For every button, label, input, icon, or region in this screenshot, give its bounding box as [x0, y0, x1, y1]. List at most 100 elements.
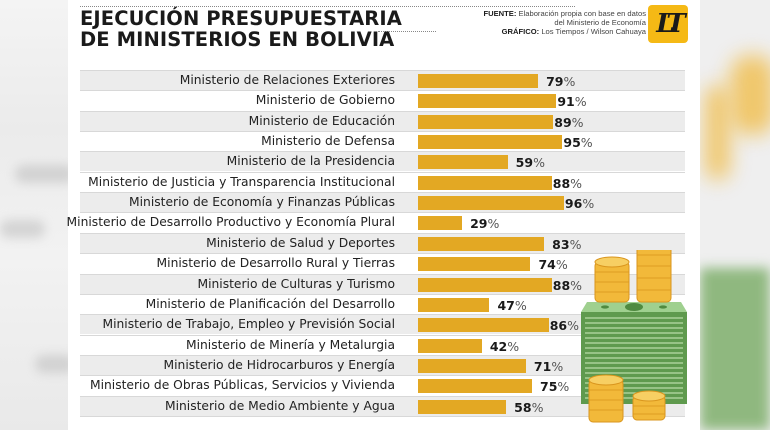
value-label: 58% [514, 397, 543, 417]
chart-row: Ministerio de Defensa 95% [80, 131, 685, 152]
value-label: 42% [490, 336, 519, 356]
category-label: Ministerio de Obras Públicas, Servicios … [89, 378, 395, 393]
value-unit: % [570, 277, 583, 293]
value-label: 95% [563, 132, 592, 152]
value-number: 79 [546, 74, 564, 89]
blurred-coins [730, 55, 770, 135]
value-unit: % [563, 74, 576, 89]
chart-row: Ministerio de Desarrollo Rural y Tierras… [80, 253, 685, 274]
value-label: 59% [516, 152, 545, 172]
title-line-1: EJECUCIÓN PRESUPUESTARIA [80, 7, 402, 30]
chart-row: Ministerio de Economía y Finanzas Públic… [80, 192, 685, 213]
chart-row: Ministerio de Obras Públicas, Servicios … [80, 375, 685, 396]
bar [418, 135, 563, 150]
graphic-line: GRÁFICO: Los Tiempos / Wilson Cahuaya [483, 27, 646, 36]
source-text-2: del Ministerio de Economía [554, 18, 646, 27]
chart-row: Ministerio de Educación 89% [80, 110, 685, 132]
bar [418, 297, 490, 312]
value-unit: % [507, 338, 520, 354]
blurred-background-left [0, 0, 75, 430]
chart-row: Ministerio de Minería y Metalurgia 42% [80, 334, 685, 356]
category-label: Ministerio de Hidrocarburos y Energía [163, 357, 395, 372]
chart-row: Ministerio de Desarrollo Productivo y Ec… [67, 212, 685, 233]
bar [418, 338, 482, 353]
background-smudge [35, 355, 75, 373]
chart-row: Ministerio de Salud y Deportes 83% [80, 232, 685, 254]
bar [418, 114, 554, 129]
value-number: 95 [563, 135, 581, 151]
blurred-cash [700, 268, 770, 430]
category-label: Ministerio de Desarrollo Rural y Tierras [156, 256, 395, 271]
value-unit: % [569, 236, 582, 252]
chart-row: Ministerio de Hidrocarburos y Energía 71% [80, 354, 685, 376]
category-label: Ministerio de Desarrollo Productivo y Ec… [66, 215, 395, 230]
coin-edges [589, 254, 671, 415]
category-label: Ministerio de Culturas y Turismo [197, 276, 395, 291]
bar [418, 399, 507, 414]
value-number: 88 [552, 277, 571, 293]
value-unit: % [487, 216, 500, 232]
bar [418, 155, 508, 170]
value-unit: % [514, 297, 527, 313]
category-label: Ministerio de Planificación del Desarrol… [145, 296, 395, 311]
value-number: 58 [514, 399, 532, 415]
category-label: Ministerio de Justicia y Transparencia I… [88, 174, 395, 189]
value-unit: % [570, 175, 583, 191]
source-line: FUENTE: Elaboración propia con base en d… [483, 9, 646, 18]
value-unit: % [571, 114, 584, 130]
bar [418, 74, 539, 88]
blurred-background-right [700, 0, 770, 430]
category-label: Ministerio de Economía y Finanzas Públic… [129, 195, 395, 210]
value-label: 29% [470, 213, 499, 233]
value-label: 88% [553, 173, 582, 193]
value-label: 47% [497, 295, 526, 315]
value-unit: % [531, 399, 544, 415]
graphic-label: GRÁFICO: [501, 27, 540, 36]
value-label: 89% [554, 112, 583, 132]
value-number: 29 [470, 216, 488, 232]
value-number: 71 [533, 358, 552, 374]
blurred-coins [705, 85, 730, 180]
category-label: Ministerio de Trabajo, Empleo y Previsió… [102, 317, 395, 332]
chart-baseline [80, 415, 685, 417]
value-label: 71% [534, 356, 563, 376]
chart-row: Ministerio de Planificación del Desarrol… [80, 293, 685, 315]
value-number: 47 [497, 297, 515, 313]
chart-row: Ministerio de Medio Ambiente y Agua 58% [80, 395, 685, 417]
value-number: 59 [515, 155, 534, 171]
value-number: 42 [489, 338, 508, 354]
value-unit: % [551, 358, 564, 374]
bar-chart: Ministerio de Relaciones Exteriores 79% Mi… [67, 0, 700, 430]
value-number: 83 [552, 236, 570, 252]
value-label: 74% [538, 254, 567, 274]
los-tiempos-logo: LT [648, 5, 688, 43]
value-label: 88% [553, 275, 582, 295]
background-smudge [0, 220, 45, 238]
bar [418, 216, 463, 231]
bar [418, 94, 557, 109]
category-label: Ministerio de Minería y Metalurgia [185, 337, 395, 352]
value-number: 88 [552, 175, 571, 191]
category-label: Ministerio de Relaciones Exteriores [179, 73, 395, 87]
value-unit: % [582, 196, 595, 212]
source-text: Elaboración propia con base en datos [518, 9, 647, 18]
value-number: 74 [538, 257, 556, 273]
value-label: 79% [546, 71, 575, 91]
category-label: Ministerio de Defensa [261, 134, 395, 149]
value-label: 83% [552, 234, 581, 254]
value-number: 75 [540, 379, 558, 395]
dotted-rule [378, 31, 436, 32]
chart-row: Ministerio de Culturas y Turismo 88% [80, 273, 685, 295]
graphic-text: Los Tiempos / Wilson Cahuaya [541, 27, 646, 36]
infographic-card: EJECUCIÓN PRESUPUESTARIA DE MINISTERIOS … [67, 0, 700, 430]
chart-title: EJECUCIÓN PRESUPUESTARIA DE MINISTERIOS … [80, 8, 402, 50]
category-label: Ministerio de Gobierno [255, 93, 395, 108]
value-number: 91 [557, 94, 575, 110]
value-label: 96% [565, 193, 594, 213]
value-unit: % [557, 379, 570, 395]
dotted-rule [80, 6, 575, 7]
category-label: Ministerio de Salud y Deportes [206, 235, 395, 250]
chart-row: Ministerio de Gobierno 91% [80, 90, 685, 111]
source-label: FUENTE: [483, 9, 517, 18]
bar [418, 358, 526, 373]
